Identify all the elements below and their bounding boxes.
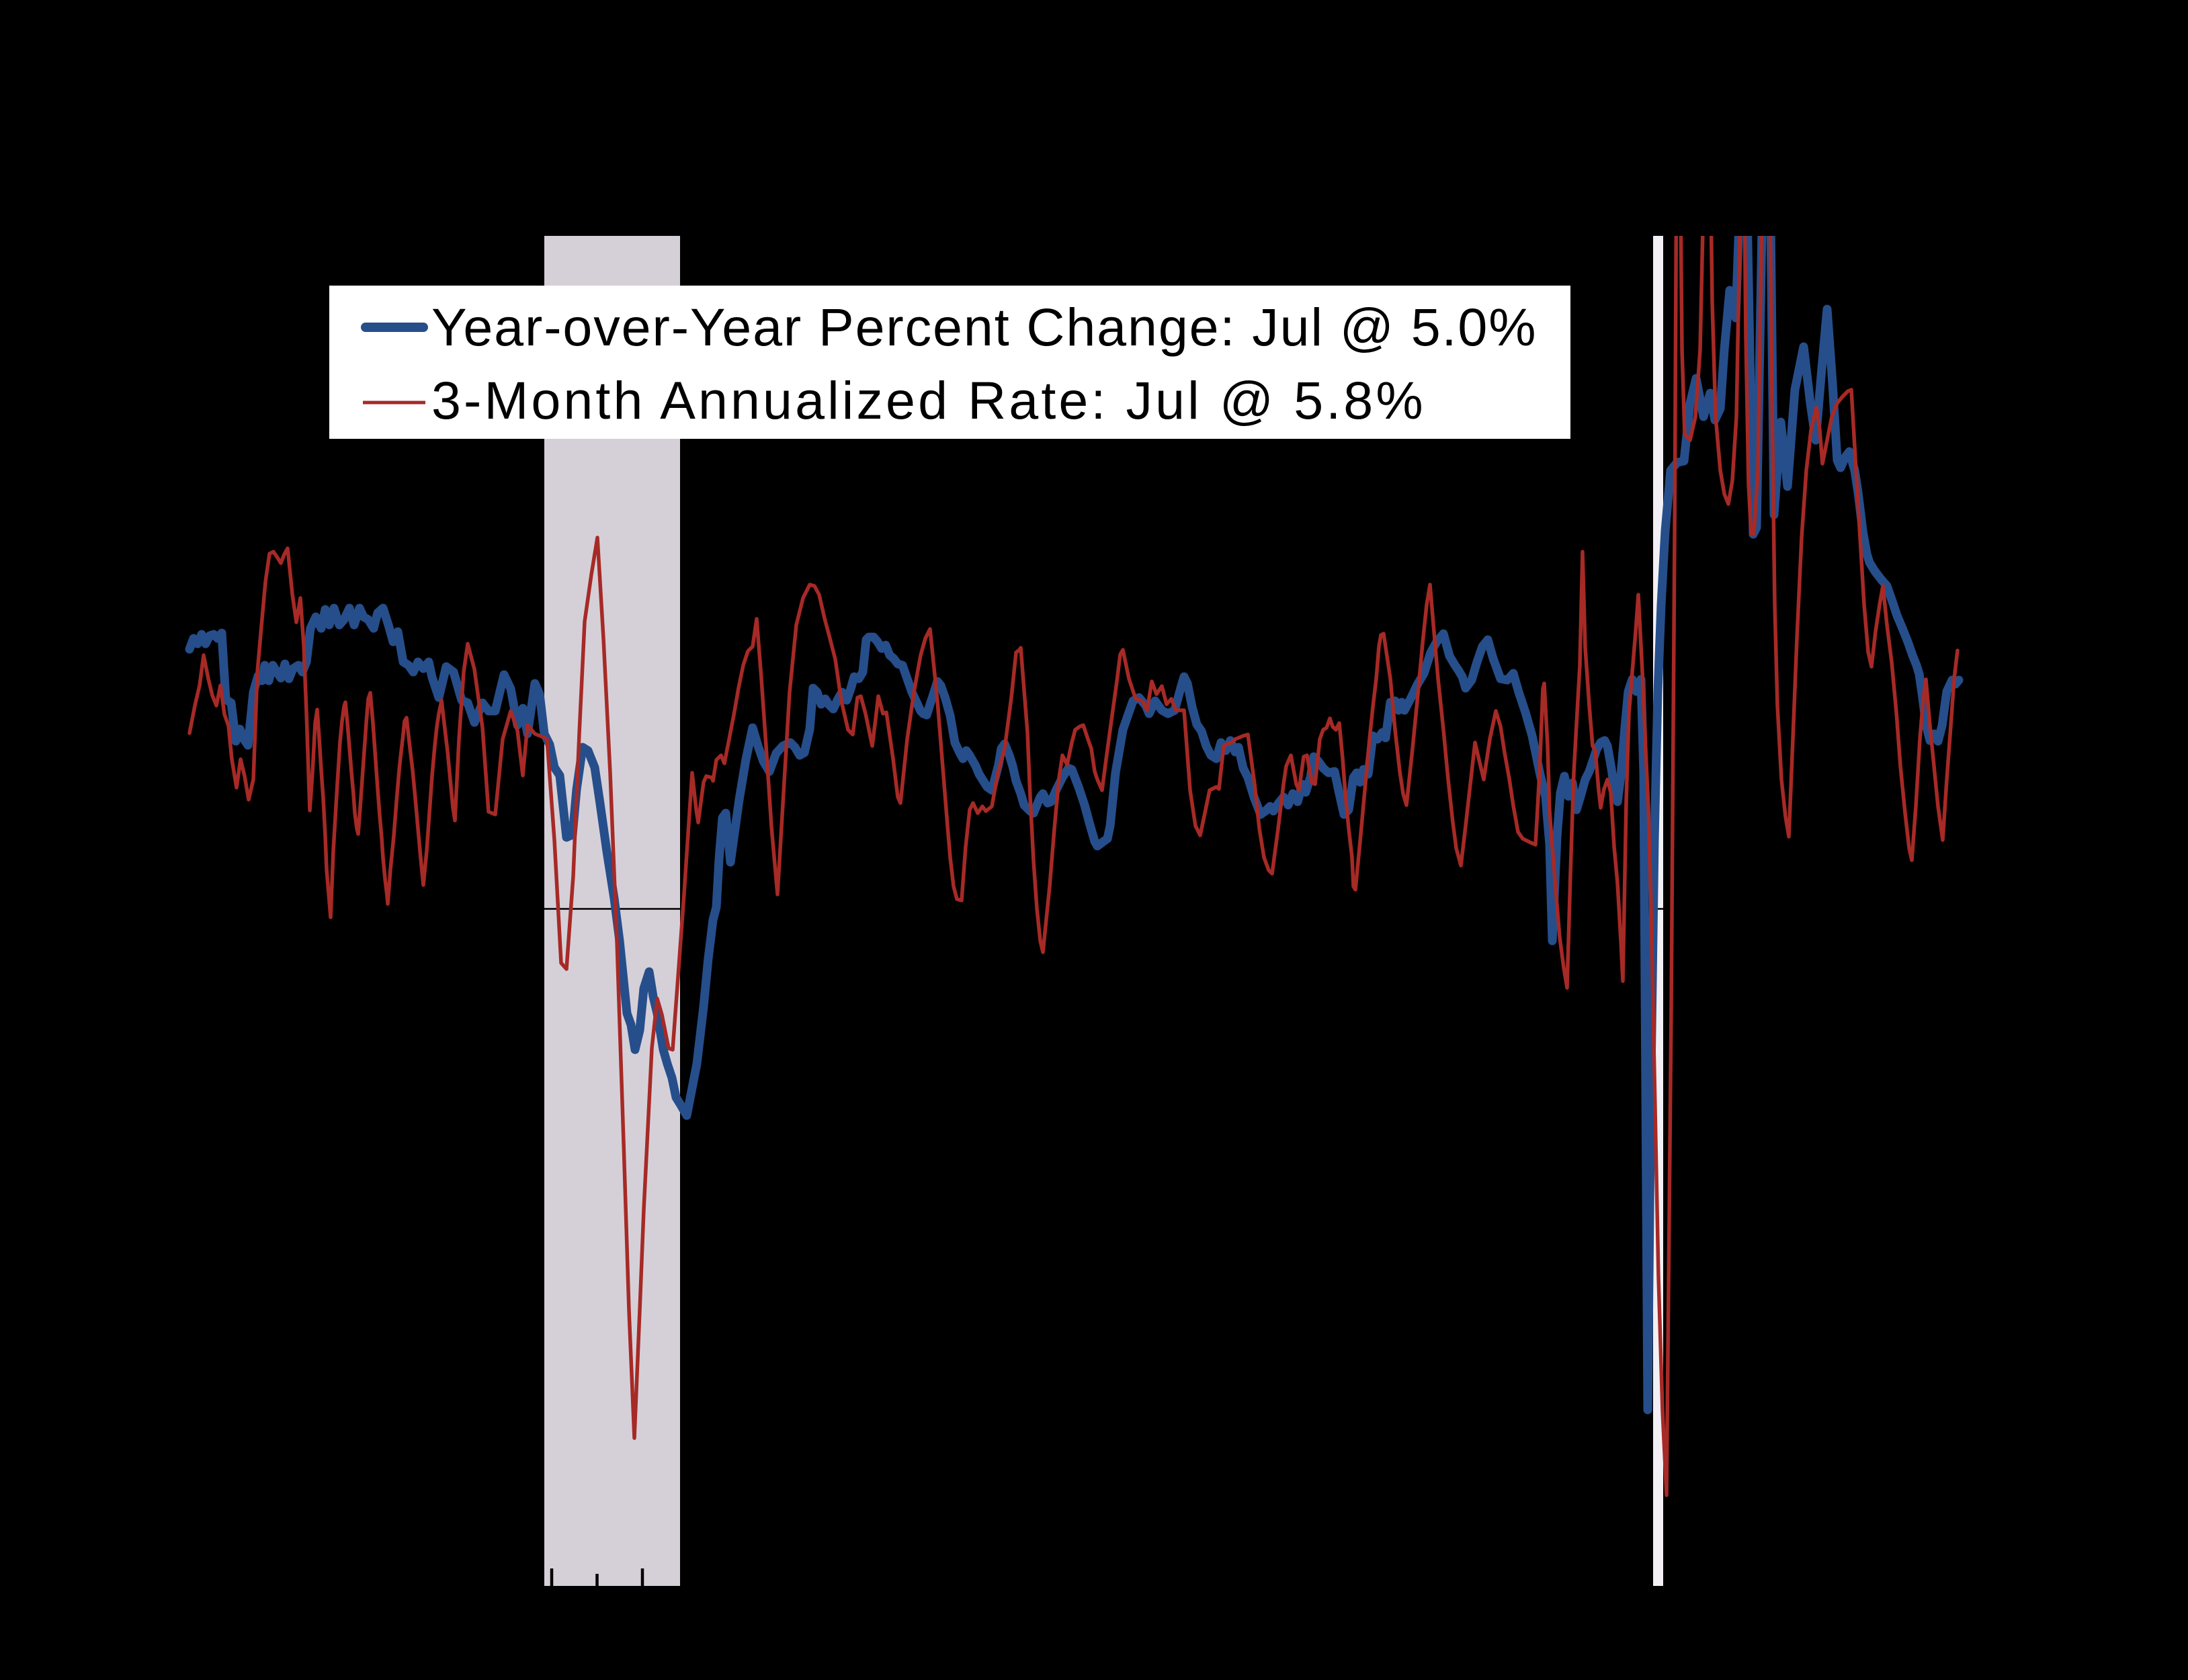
svg-text:3-Month Annualized Rate: Jul @: 3-Month Annualized Rate: Jul @ 5.8% [431, 370, 1426, 430]
svg-text:Year-over-Year Percent Change:: Year-over-Year Percent Change: Jul @ 5.0… [431, 297, 1537, 357]
